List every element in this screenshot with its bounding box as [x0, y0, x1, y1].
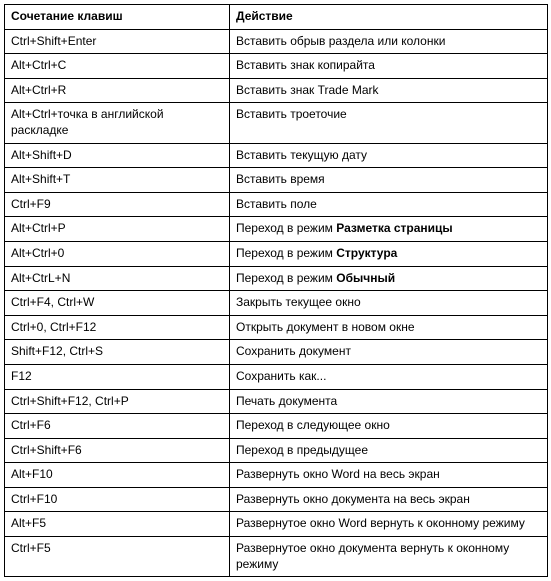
shortcut-cell: Alt+F10 — [5, 463, 230, 488]
table-row: Ctrl+Shift+F6Переход в предыдущее — [5, 438, 548, 463]
action-bold: Разметка страницы — [336, 221, 452, 235]
shortcut-cell: Alt+Ctrl+P — [5, 217, 230, 242]
action-cell: Вставить поле — [230, 192, 548, 217]
table-row: Alt+Shift+DВставить текущую дату — [5, 143, 548, 168]
table-row: Ctrl+F9Вставить поле — [5, 192, 548, 217]
table-row: Alt+Ctrl+точка в английской раскладкеВст… — [5, 103, 548, 143]
table-row: Shift+F12, Ctrl+SСохранить документ — [5, 340, 548, 365]
table-row: Ctrl+Shift+F12, Ctrl+PПечать документа — [5, 389, 548, 414]
shortcut-cell: Ctrl+F6 — [5, 414, 230, 439]
action-cell: Вставить знак Trade Mark — [230, 78, 548, 103]
shortcut-cell: Alt+CtrL+N — [5, 266, 230, 291]
shortcut-cell: Ctrl+F10 — [5, 487, 230, 512]
action-cell: Открыть документ в новом окне — [230, 315, 548, 340]
action-cell: Развернутое окно Word вернуть к оконному… — [230, 512, 548, 537]
action-cell: Вставить троеточие — [230, 103, 548, 143]
action-cell: Закрыть текущее окно — [230, 291, 548, 316]
shortcut-cell: Alt+Shift+D — [5, 143, 230, 168]
table-row: Ctrl+Shift+EnterВставить обрыв раздела и… — [5, 29, 548, 54]
action-cell: Вставить знак копирайта — [230, 54, 548, 79]
shortcut-cell: F12 — [5, 364, 230, 389]
action-cell: Переход в режим Обычный — [230, 266, 548, 291]
shortcut-cell: Alt+Ctrl+R — [5, 78, 230, 103]
action-cell: Развернуть окно документа на весь экран — [230, 487, 548, 512]
table-row: Ctrl+F10Развернуть окно документа на вес… — [5, 487, 548, 512]
action-cell: Сохранить документ — [230, 340, 548, 365]
shortcut-cell: Ctrl+Shift+F12, Ctrl+P — [5, 389, 230, 414]
table-row: Alt+F5Развернутое окно Word вернуть к ок… — [5, 512, 548, 537]
action-cell: Развернутое окно документа вернуть к око… — [230, 537, 548, 577]
table-row: Alt+Ctrl+0Переход в режим Структура — [5, 241, 548, 266]
shortcuts-table: Сочетание клавиш Действие Ctrl+Shift+Ent… — [4, 4, 548, 577]
table-row: Ctrl+F5Развернутое окно документа вернут… — [5, 537, 548, 577]
action-cell: Вставить текущую дату — [230, 143, 548, 168]
action-cell: Сохранить как... — [230, 364, 548, 389]
action-bold: Обычный — [336, 271, 395, 285]
action-cell: Переход в режим Структура — [230, 241, 548, 266]
action-prefix: Переход в режим — [236, 271, 336, 285]
action-cell: Переход в предыдущее — [230, 438, 548, 463]
table-row: F12Сохранить как... — [5, 364, 548, 389]
action-cell: Вставить время — [230, 168, 548, 193]
table-row: Alt+Ctrl+RВставить знак Trade Mark — [5, 78, 548, 103]
action-cell: Развернуть окно Word на весь экран — [230, 463, 548, 488]
action-cell: Переход в следующее окно — [230, 414, 548, 439]
shortcut-cell: Alt+Ctrl+C — [5, 54, 230, 79]
shortcut-cell: Ctrl+F9 — [5, 192, 230, 217]
shortcut-cell: Ctrl+F5 — [5, 537, 230, 577]
shortcut-cell: Alt+F5 — [5, 512, 230, 537]
table-row: Ctrl+F6Переход в следующее окно — [5, 414, 548, 439]
shortcut-cell: Ctrl+F4, Ctrl+W — [5, 291, 230, 316]
table-row: Alt+F10Развернуть окно Word на весь экра… — [5, 463, 548, 488]
action-cell: Переход в режим Разметка страницы — [230, 217, 548, 242]
shortcut-cell: Alt+Ctrl+0 — [5, 241, 230, 266]
table-header-row: Сочетание клавиш Действие — [5, 5, 548, 30]
action-bold: Структура — [336, 246, 397, 260]
header-shortcut: Сочетание клавиш — [5, 5, 230, 30]
shortcut-cell: Ctrl+0, Ctrl+F12 — [5, 315, 230, 340]
table-row: Alt+Ctrl+CВставить знак копирайта — [5, 54, 548, 79]
shortcut-cell: Ctrl+Shift+F6 — [5, 438, 230, 463]
header-action: Действие — [230, 5, 548, 30]
table-row: Ctrl+F4, Ctrl+WЗакрыть текущее окно — [5, 291, 548, 316]
table-row: Ctrl+0, Ctrl+F12Открыть документ в новом… — [5, 315, 548, 340]
shortcut-cell: Alt+Shift+T — [5, 168, 230, 193]
shortcut-cell: Alt+Ctrl+точка в английской раскладке — [5, 103, 230, 143]
shortcut-cell: Shift+F12, Ctrl+S — [5, 340, 230, 365]
action-prefix: Переход в режим — [236, 221, 336, 235]
table-row: Alt+Shift+TВставить время — [5, 168, 548, 193]
shortcut-cell: Ctrl+Shift+Enter — [5, 29, 230, 54]
table-row: Alt+CtrL+NПереход в режим Обычный — [5, 266, 548, 291]
action-cell: Печать документа — [230, 389, 548, 414]
table-row: Alt+Ctrl+PПереход в режим Разметка стран… — [5, 217, 548, 242]
action-prefix: Переход в режим — [236, 246, 336, 260]
action-cell: Вставить обрыв раздела или колонки — [230, 29, 548, 54]
